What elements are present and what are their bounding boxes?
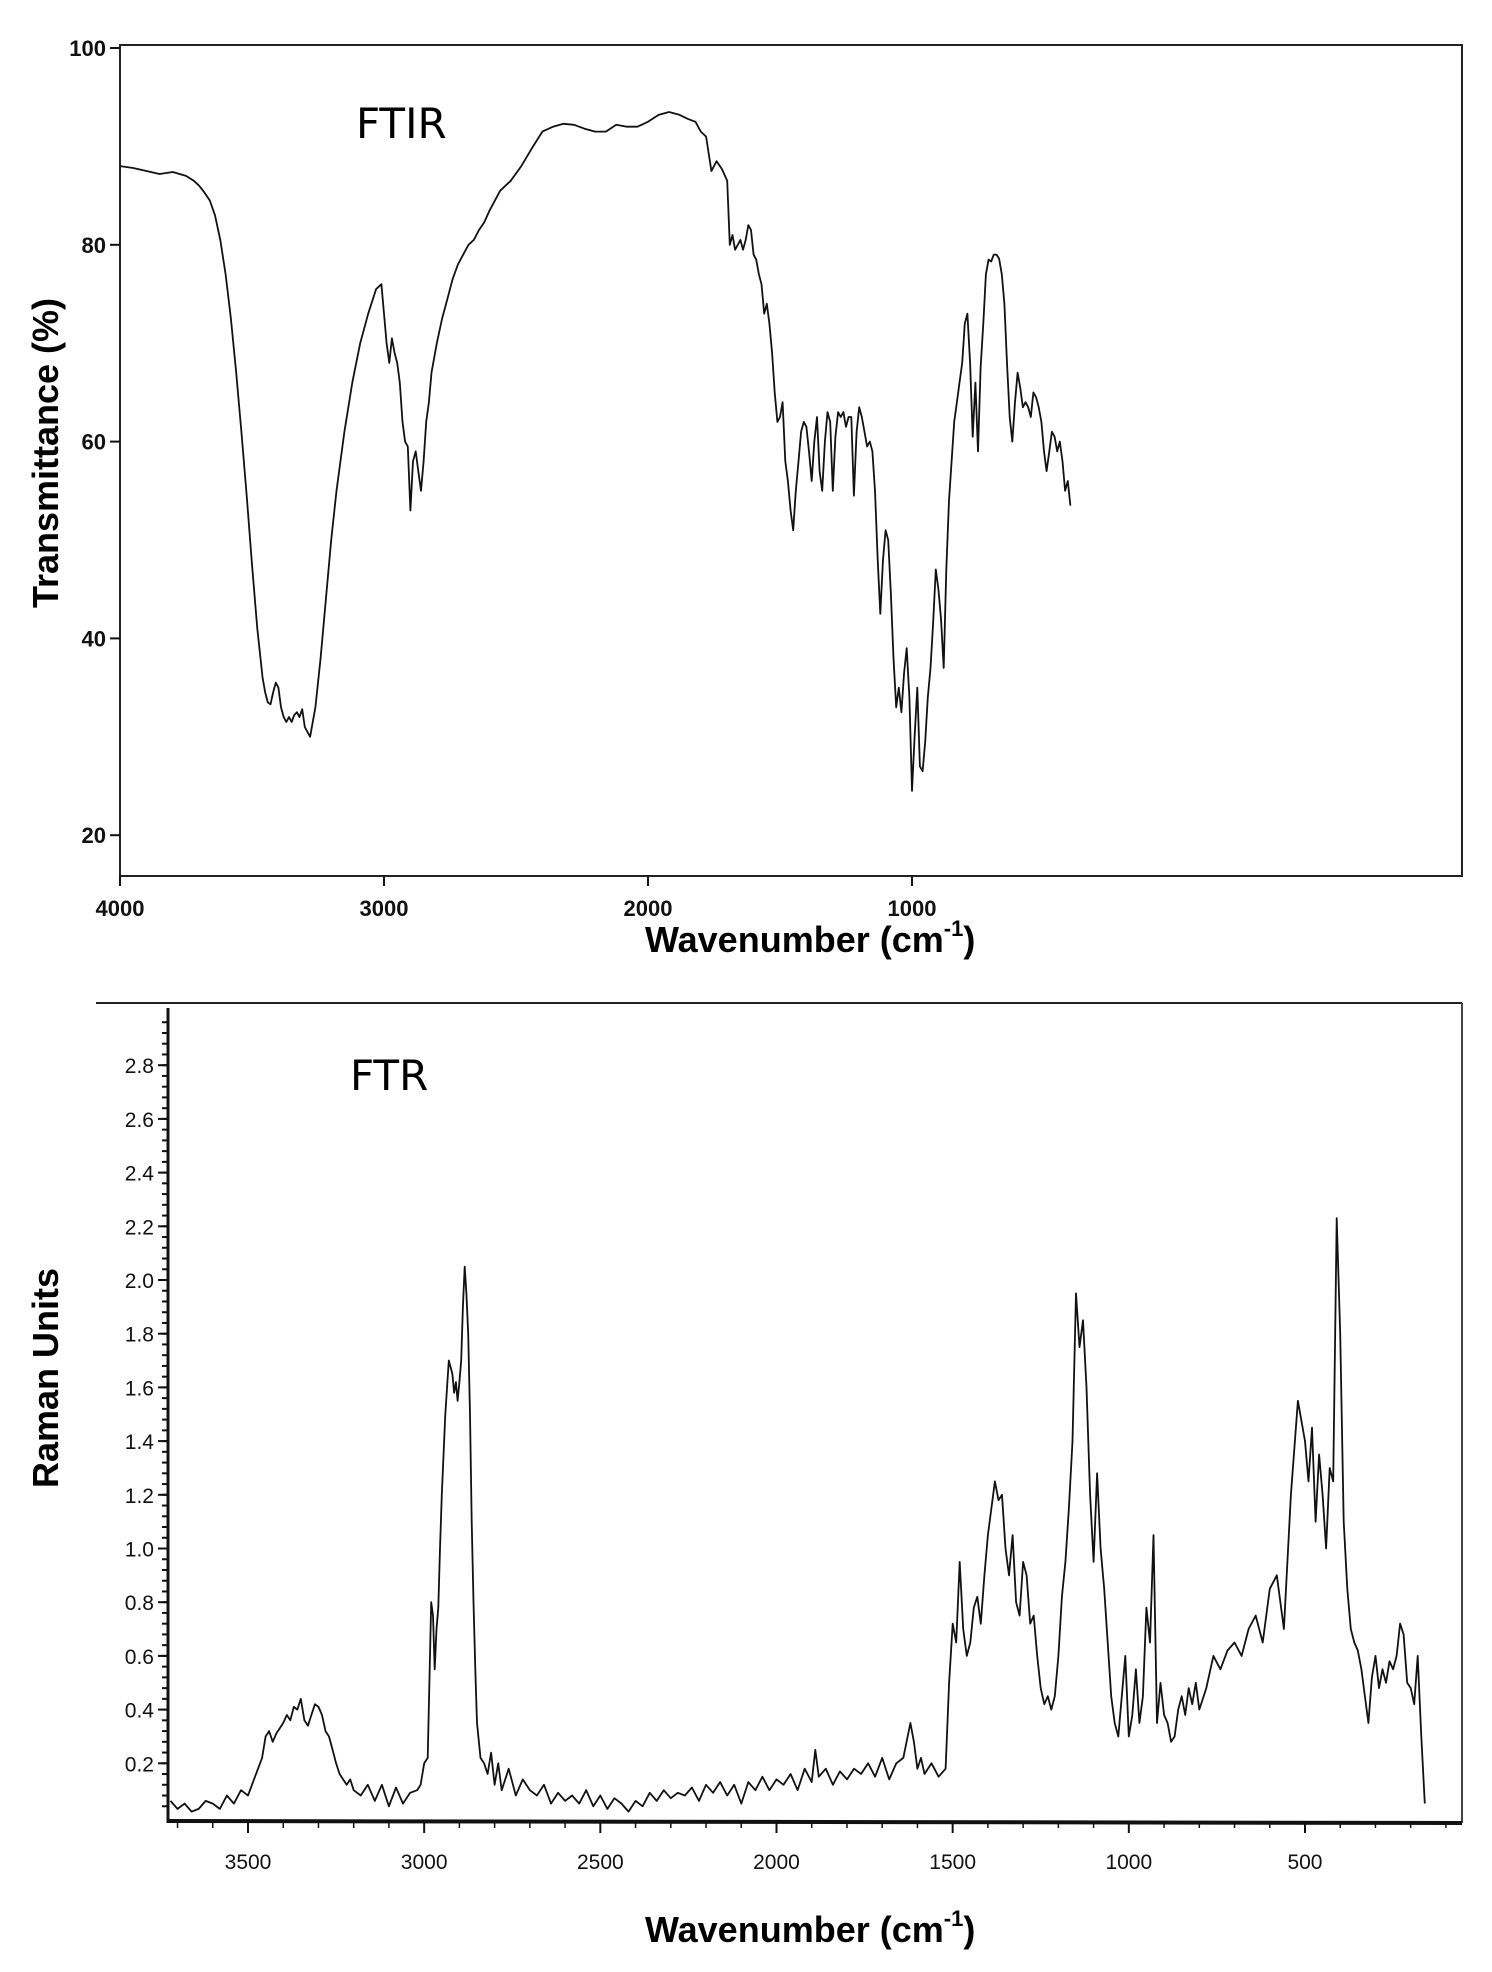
y-tick-label: 2.0 [125,1270,154,1293]
ftr-panel: 0.2 0.4 0.6 0.8 1.0 1.2 1.4 1.6 1.8 2.0 2.2 2.4 2.6 2… [25,1002,1463,1950]
ftir-x-axis-title-close: ) [963,919,975,960]
x-tick-label: 1000 [888,896,937,921]
ftr-x-axis-title-main: Wavenumber (cm [645,1909,944,1950]
ftir-plot-frame [119,44,1463,877]
y-tick-label: 40 [82,626,106,651]
y-tick-label: 0.6 [125,1646,154,1669]
x-tick-label: 3000 [360,896,409,921]
y-tick-label: 1.6 [125,1377,154,1400]
y-tick-label: 1.8 [125,1324,154,1347]
y-tick-label: 100 [69,36,106,61]
x-tick-label: 2000 [624,896,673,921]
y-tick-label: 1.4 [125,1431,155,1454]
x-tick-label: 2500 [577,1851,624,1874]
y-tick-label: 2.4 [125,1163,155,1186]
y-tick-label: 2.8 [125,1055,154,1078]
x-tick-label: 500 [1287,1851,1322,1874]
x-tick-label: 2000 [753,1851,800,1874]
y-tick-label: 0.4 [125,1700,155,1723]
x-tick-label: 3000 [401,1851,448,1874]
ftir-panel: 20 40 60 80 100 4000 3000 2000 1000 FTIR Transm… [25,36,1463,960]
ftir-x-axis: 4000 3000 2000 1000 [96,876,937,921]
y-tick-label: 60 [82,430,106,455]
x-tick-label: 3500 [225,1851,272,1874]
ftir-x-axis-title: Wavenumber (cm-1) [645,916,975,960]
ftir-panel-label: FTIR [356,99,447,148]
ftr-spectrum-line [169,1217,1426,1813]
ftir-x-axis-title-main: Wavenumber (cm [645,919,944,960]
y-tick-label: 80 [82,233,106,258]
ftr-x-axis-title: Wavenumber (cm-1) [645,1906,975,1950]
y-tick-label: 0.2 [125,1753,154,1776]
y-tick-label: 20 [82,823,106,848]
ftr-x-axis-title-close: ) [963,1909,975,1950]
y-tick-label: 1.0 [125,1539,154,1562]
x-tick-label: 1500 [929,1851,976,1874]
ftir-y-axis: 20 40 60 80 100 [69,36,120,848]
y-tick-label: 2.2 [125,1216,154,1239]
ftr-bottom-axis [167,1819,1463,1825]
x-tick-label: 4000 [96,896,145,921]
ftr-y-axis-title: Raman Units [25,1268,66,1488]
y-tick-label: 0.8 [125,1592,154,1615]
y-tick-label: 1.2 [125,1485,154,1508]
x-tick-label: 1000 [1105,1851,1152,1874]
ftir-x-axis-title-sup: -1 [944,916,964,941]
ftr-x-axis: 3500 3000 2500 2000 1500 1000 500 [176,1823,1447,1874]
ftr-y-axis: 0.2 0.4 0.6 0.8 1.0 1.2 1.4 1.6 1.8 2.0 2.2 2.4 2.6 2… [125,1021,168,1808]
ftr-x-axis-title-sup: -1 [944,1906,964,1931]
ftir-spectrum-line [119,111,1072,792]
ftir-y-axis-title: Transmittance (%) [25,298,66,608]
y-tick-label: 2.6 [125,1109,154,1132]
ftr-panel-label: FTR [350,1051,428,1100]
